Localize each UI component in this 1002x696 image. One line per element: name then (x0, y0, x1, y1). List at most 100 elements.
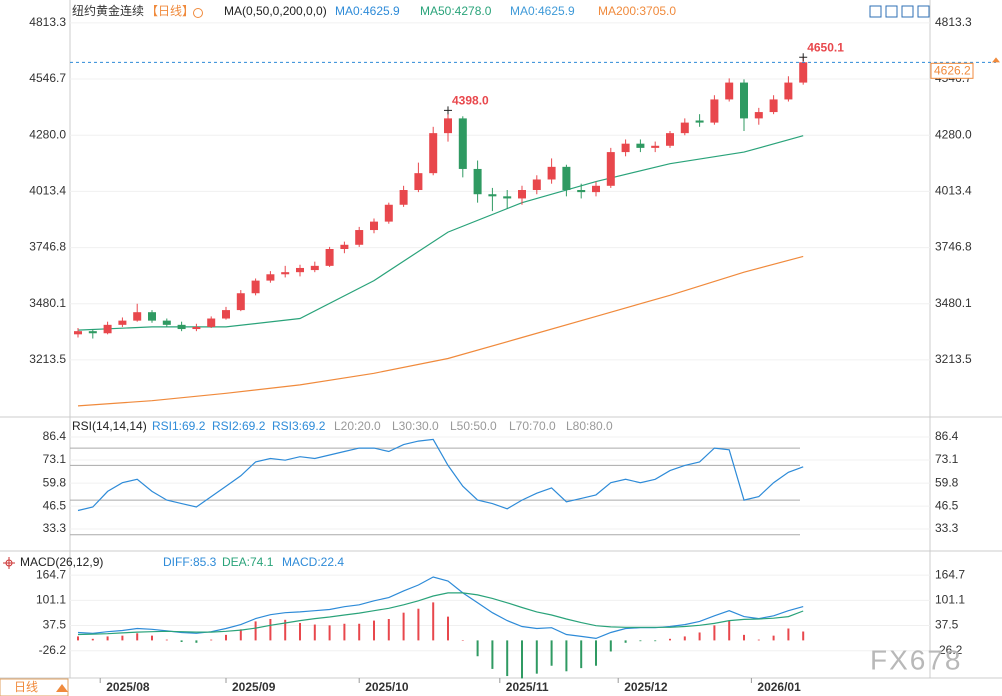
y-tick-label: 73.1 (43, 452, 67, 466)
series-line (77, 135, 804, 331)
macd-bar (728, 620, 731, 641)
candle-body (103, 324, 112, 334)
macd-bar (136, 633, 139, 641)
macd-bar (447, 616, 449, 641)
candle-body (207, 318, 216, 327)
high-annotation: 4650.1 (807, 40, 844, 54)
candle-body (118, 320, 127, 325)
legend-entry: RSI(14,14,14) (72, 419, 147, 433)
y-tick-label-right: 73.1 (935, 452, 959, 466)
candle-body (606, 152, 615, 186)
macd-bar (772, 635, 775, 641)
y-tick-label: 4813.3 (29, 15, 66, 29)
macd-bar (609, 640, 612, 652)
x-tick-label: 2025/09 (232, 680, 276, 694)
y-tick-label: 3480.1 (29, 296, 66, 310)
y-tick-label: 101.1 (36, 593, 66, 607)
candle-body (429, 133, 438, 174)
high-marker (799, 53, 808, 62)
x-tick-label: 2025/12 (624, 680, 668, 694)
macd-bar (313, 624, 316, 641)
y-tick-label: 33.3 (43, 521, 67, 535)
candle-body (88, 331, 97, 334)
period-tab-label: 日线 (14, 680, 38, 694)
legend-entry: MA(0,50,0,200,0,0) (224, 4, 327, 18)
candle-body (532, 179, 541, 191)
zoom-in-button[interactable] (869, 5, 882, 18)
macd-bar (328, 625, 331, 641)
macd-bar (180, 640, 183, 642)
candle-body (577, 190, 586, 193)
macd-bar (683, 636, 686, 641)
settings-icon[interactable] (193, 8, 203, 18)
tab-arrow (56, 684, 68, 692)
candle-body (784, 82, 793, 100)
macd-bar (802, 631, 805, 641)
macd-bar (506, 640, 509, 677)
candle-body (340, 244, 349, 249)
candle-body (281, 272, 290, 275)
macd-bar (535, 640, 538, 674)
macd-bar (698, 632, 701, 641)
y-tick-label: 3213.5 (29, 352, 66, 366)
x-tick-label: 2025/11 (506, 680, 549, 694)
high-annotation: 4398.0 (452, 94, 489, 108)
macd-bar (373, 620, 375, 641)
candle-body (325, 249, 334, 266)
macd-bar (254, 621, 257, 641)
y-tick-label: 4546.7 (29, 71, 66, 85)
candle-body (296, 267, 304, 273)
macd-icon (3, 557, 15, 569)
candle-body (651, 145, 660, 148)
candle-body (621, 143, 630, 153)
candle-body (740, 82, 748, 119)
legend-entry: MA0:4625.9 (335, 4, 400, 18)
macd-bar (269, 619, 272, 641)
candle-body (177, 324, 186, 330)
macd-bar (284, 619, 287, 641)
legend-entry: DEA:74.1 (222, 555, 274, 569)
y-tick-label-right: 164.7 (935, 567, 965, 581)
period-tab[interactable] (0, 678, 69, 696)
y-tick-label: 4013.4 (29, 184, 66, 198)
candle-body (458, 118, 467, 169)
period-label: 【日线】 (146, 4, 194, 18)
candle-body (725, 82, 734, 100)
y-tick-label-right: 46.5 (935, 498, 959, 512)
macd-bar (654, 640, 657, 642)
chart-title: 纽约黄金连续 (72, 3, 144, 18)
x-tick-label: 2026/01 (757, 680, 801, 694)
y-tick-label-right: 3213.5 (935, 352, 972, 366)
macd-bar (121, 635, 124, 641)
legend-entry: L70:70.0 (509, 419, 556, 433)
candle-body (592, 185, 600, 193)
zoom-out-button[interactable] (885, 5, 898, 18)
macd-bar (624, 640, 627, 643)
candle-body (799, 62, 808, 83)
candle-body (162, 320, 171, 325)
macd-bar (343, 623, 346, 641)
last-price-arrow (992, 57, 1000, 63)
y-tick-label-right: 86.4 (935, 429, 959, 443)
y-tick-label: 3746.8 (29, 240, 66, 254)
series-line (77, 576, 804, 640)
candle-body (384, 204, 393, 222)
macd-bar (757, 639, 760, 641)
macd-bar (713, 625, 716, 641)
watermark: FX678 (870, 644, 963, 675)
candle-body (710, 99, 719, 123)
macd-bar (461, 640, 464, 641)
y-tick-label-right: 33.3 (935, 521, 959, 535)
y-tick-label-right: -26.2 (935, 643, 963, 657)
macd-bar (639, 640, 642, 642)
scroll-left-button[interactable] (901, 5, 914, 18)
candle-body (769, 99, 778, 113)
candle-body (310, 265, 319, 271)
candle-body (547, 166, 556, 180)
macd-bar (299, 622, 301, 641)
legend-entry: L20:20.0 (334, 419, 381, 433)
candle-body (133, 312, 142, 321)
high-marker (444, 106, 452, 115)
scroll-right-button[interactable] (917, 5, 930, 18)
macd-bar (195, 640, 198, 643)
